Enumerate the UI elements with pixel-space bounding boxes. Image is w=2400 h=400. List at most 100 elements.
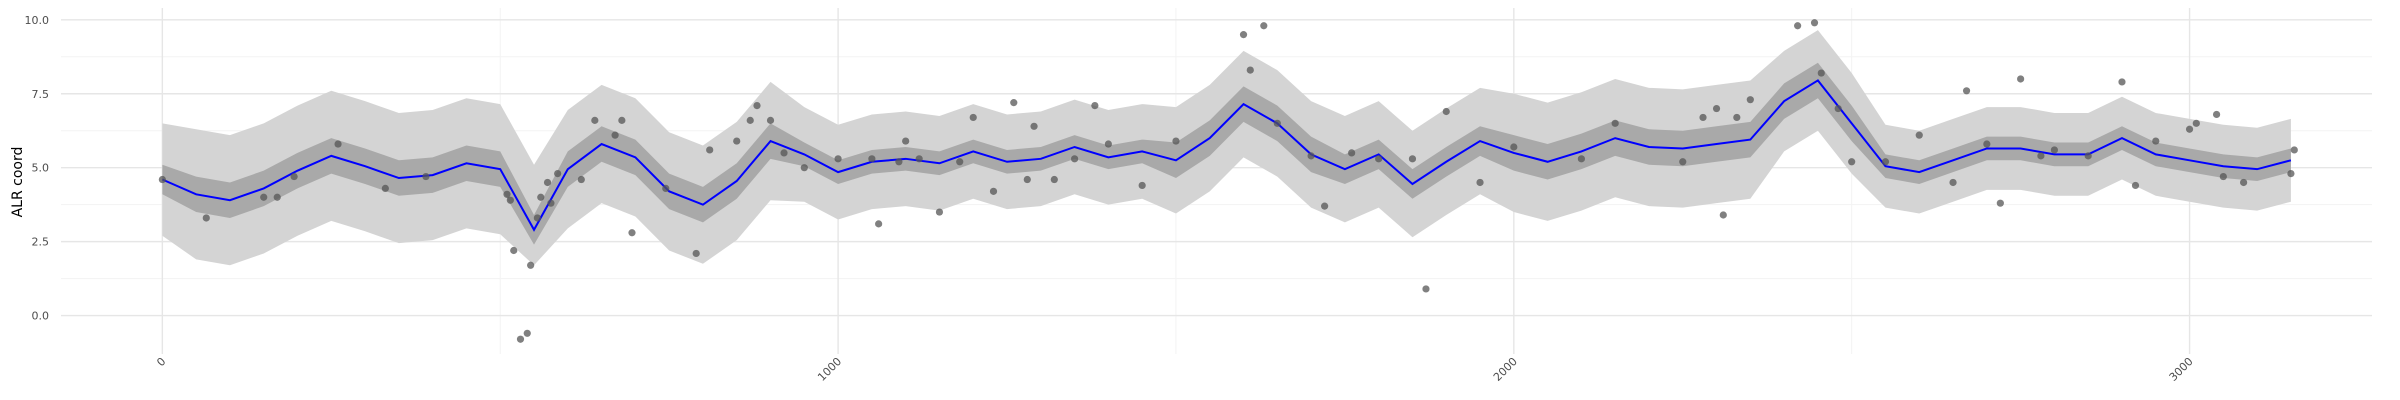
y-tick-label: 5.0 — [32, 162, 50, 175]
data-point — [1733, 113, 1741, 122]
data-point — [591, 116, 599, 124]
data-point — [2192, 119, 2200, 127]
data-point — [1375, 155, 1383, 163]
data-point — [2037, 152, 2045, 160]
data-point — [506, 196, 514, 204]
data-point — [158, 175, 166, 184]
data-point — [2017, 75, 2025, 83]
data-point — [2152, 137, 2160, 145]
data-point — [2287, 170, 2295, 178]
data-point — [503, 190, 511, 198]
data-point — [523, 329, 531, 337]
data-point — [273, 193, 281, 201]
data-point — [2240, 178, 2248, 187]
y-tick-label: 10.0 — [25, 14, 50, 27]
data-point — [533, 214, 541, 222]
data-point — [2290, 146, 2298, 154]
data-point — [733, 137, 741, 145]
data-point — [510, 246, 518, 255]
data-point — [1273, 119, 1281, 127]
data-point — [895, 158, 903, 166]
data-point — [1949, 178, 1957, 187]
data-point — [1577, 155, 1585, 163]
data-point — [334, 140, 342, 148]
data-point — [2219, 172, 2227, 181]
y-tick-label: 0.0 — [32, 310, 50, 323]
data-point — [1307, 152, 1315, 160]
data-point — [1699, 113, 1707, 122]
data-point — [1348, 149, 1356, 157]
mean-line — [161, 79, 2292, 232]
data-point — [577, 175, 585, 184]
data-point — [706, 146, 714, 154]
data-point — [1091, 101, 1099, 110]
data-point — [1070, 155, 1079, 163]
data-point — [969, 113, 977, 122]
x-tick-label: 0 — [154, 355, 168, 369]
data-point — [543, 178, 552, 187]
data-point — [1679, 158, 1687, 166]
data-point — [935, 208, 944, 216]
data-point — [1239, 31, 1248, 39]
data-point — [422, 172, 430, 181]
data-point — [1996, 199, 2004, 207]
y-tick-label: 7.5 — [32, 88, 50, 101]
data-point — [1422, 285, 1430, 293]
x-tick-label: 1000 — [815, 355, 844, 384]
data-point — [1983, 140, 1991, 148]
data-point — [868, 155, 876, 163]
data-point — [1881, 158, 1890, 166]
data-point — [989, 187, 998, 195]
data-point — [1817, 69, 1825, 77]
x-tick-label: 3000 — [2167, 355, 2196, 384]
data-point — [834, 155, 842, 163]
data-point — [1050, 175, 1058, 184]
data-point — [1611, 119, 1619, 127]
data-point — [1023, 175, 1031, 184]
data-point — [537, 193, 545, 201]
data-point — [875, 220, 883, 228]
data-point — [1719, 211, 1727, 219]
data-point — [516, 335, 525, 343]
data-point — [1408, 155, 1417, 163]
data-point — [746, 116, 754, 124]
data-point — [2050, 146, 2059, 154]
data-point — [554, 170, 562, 178]
data-point — [1030, 122, 1038, 130]
data-point — [1915, 131, 1923, 139]
data-point — [202, 214, 210, 222]
data-point — [780, 149, 788, 157]
data-point — [527, 261, 535, 269]
data-point — [628, 229, 636, 237]
confidence-band — [162, 62, 2291, 245]
data-point — [902, 137, 910, 145]
data-point — [1712, 104, 1721, 113]
data-point — [381, 184, 389, 192]
data-point — [1104, 140, 1112, 148]
x-tick-label: 2000 — [1491, 355, 1520, 384]
data-point — [2131, 181, 2140, 190]
data-point — [1321, 202, 1329, 210]
data-point — [2118, 78, 2126, 86]
data-point — [1810, 19, 1819, 27]
data-point — [1746, 96, 1754, 104]
data-point — [1138, 181, 1146, 190]
data-point — [1834, 104, 1842, 113]
data-point — [1794, 22, 1802, 30]
data-point — [1260, 22, 1268, 30]
data-point — [2084, 152, 2092, 160]
data-point — [2185, 125, 2194, 133]
y-axis-label: ALR coord — [10, 147, 26, 218]
data-point — [915, 155, 923, 163]
data-point — [1848, 158, 1856, 166]
data-point — [2212, 110, 2221, 119]
data-point — [662, 184, 670, 192]
y-tick-label: 2.5 — [32, 236, 50, 249]
data-point — [956, 158, 964, 166]
data-point — [753, 101, 761, 110]
data-point — [1172, 137, 1180, 145]
data-point — [1962, 87, 1971, 95]
data-point — [692, 249, 700, 258]
data-point — [1510, 143, 1518, 151]
